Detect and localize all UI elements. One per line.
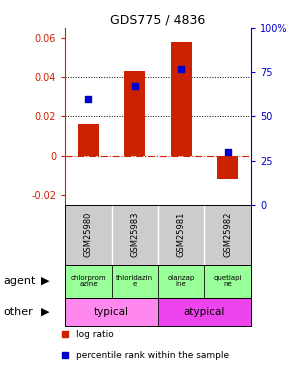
Text: quetiapi
ne: quetiapi ne (213, 275, 242, 287)
Bar (65, 265, 112, 297)
Point (86, 96, 91, 102)
Point (63, 331, 68, 337)
Text: GSM25982: GSM25982 (223, 212, 232, 257)
Text: GSM25983: GSM25983 (130, 212, 139, 258)
Text: agent: agent (3, 276, 35, 286)
Text: olanzap
ine: olanzap ine (168, 275, 195, 287)
Point (133, 83, 137, 89)
Text: GSM25980: GSM25980 (84, 212, 93, 257)
Point (63, 352, 68, 358)
Text: other: other (3, 307, 33, 317)
Point (225, 149, 230, 155)
Bar (112, 265, 158, 297)
Title: GDS775 / 4836: GDS775 / 4836 (110, 14, 206, 27)
Text: thioridazin
e: thioridazin e (116, 275, 153, 287)
Bar (78, 124, 99, 156)
Bar (124, 71, 145, 156)
Text: typical: typical (94, 307, 129, 317)
Text: log ratio: log ratio (76, 330, 114, 339)
Bar (65, 297, 158, 326)
Bar (158, 297, 251, 326)
Bar (171, 42, 192, 156)
Text: atypical: atypical (184, 307, 225, 317)
Bar (204, 265, 251, 297)
Text: GSM25981: GSM25981 (177, 212, 186, 257)
Point (179, 66, 184, 72)
Text: ▶: ▶ (41, 276, 49, 286)
Text: ▶: ▶ (41, 307, 49, 317)
Bar (158, 265, 204, 297)
Text: chlorprom
azine: chlorprom azine (71, 275, 106, 287)
Text: percentile rank within the sample: percentile rank within the sample (76, 351, 229, 360)
Bar (217, 156, 238, 179)
